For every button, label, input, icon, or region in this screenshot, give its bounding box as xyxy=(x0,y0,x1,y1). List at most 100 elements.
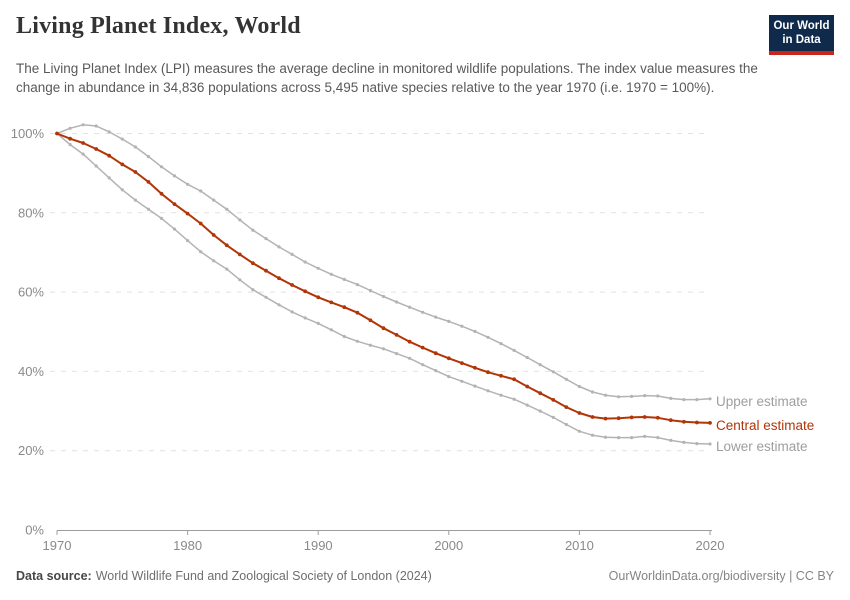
series-point-central-estimate-1974 xyxy=(107,153,112,158)
series-point-lower-estimate-2000 xyxy=(447,375,451,379)
series-point-central-estimate-1986 xyxy=(264,268,268,273)
series-line-lower-estimate xyxy=(56,132,711,445)
series-point-upper-estimate-2003 xyxy=(486,335,490,339)
series-point-central-estimate-2005 xyxy=(512,377,516,382)
series-point-lower-estimate-1987 xyxy=(277,303,281,307)
series-point-upper-estimate-2005 xyxy=(512,348,516,352)
series-point-lower-estimate-1983 xyxy=(225,267,229,271)
owid-logo[interactable]: Our World in Data xyxy=(769,15,834,55)
series-point-central-estimate-1973 xyxy=(94,147,99,151)
series-point-lower-estimate-1988 xyxy=(290,310,294,314)
series-point-upper-estimate-2006 xyxy=(525,355,529,360)
series-point-upper-estimate-2001 xyxy=(460,324,464,328)
series-point-upper-estimate-1972 xyxy=(81,123,85,127)
series-point-central-estimate-1989 xyxy=(303,289,307,294)
series-point-upper-estimate-2004 xyxy=(499,342,503,346)
series-point-central-estimate-2016 xyxy=(655,415,660,420)
series-point-lower-estimate-1980 xyxy=(186,239,190,243)
series-point-central-estimate-1991 xyxy=(329,300,334,305)
series-point-upper-estimate-1995 xyxy=(381,294,386,299)
series-point-lower-estimate-2004 xyxy=(499,393,503,397)
series-point-central-estimate-1981 xyxy=(198,221,203,226)
series-point-central-estimate-1971 xyxy=(68,136,72,141)
series-point-upper-estimate-1992 xyxy=(342,277,346,281)
series-point-lower-estimate-1985 xyxy=(251,288,255,292)
series-point-upper-estimate-1979 xyxy=(172,174,177,178)
series-point-lower-estimate-2003 xyxy=(486,389,490,393)
x-tick-label-2020: 2020 xyxy=(696,538,725,553)
series-point-upper-estimate-1998 xyxy=(421,310,425,314)
series-point-lower-estimate-1991 xyxy=(329,328,333,332)
series-point-central-estimate-1982 xyxy=(211,233,216,237)
series-point-upper-estimate-1984 xyxy=(238,218,242,222)
series-point-central-estimate-2017 xyxy=(668,418,673,423)
series-point-lower-estimate-1977 xyxy=(146,207,150,211)
series-label-lower-estimate: Lower estimate xyxy=(716,439,808,454)
series-point-central-estimate-1975 xyxy=(120,162,125,167)
series-point-upper-estimate-2014 xyxy=(630,394,634,398)
series-point-lower-estimate-2017 xyxy=(669,438,673,442)
series-point-central-estimate-2015 xyxy=(642,415,647,419)
series-point-central-estimate-1977 xyxy=(146,180,151,184)
x-tick-label-1980: 1980 xyxy=(173,538,202,553)
series-point-central-estimate-1978 xyxy=(159,191,164,196)
series-point-lower-estimate-1981 xyxy=(199,250,203,254)
series-point-lower-estimate-2018 xyxy=(682,440,686,444)
y-tick-label-20%: 20% xyxy=(18,443,44,458)
series-point-central-estimate-1999 xyxy=(433,351,438,356)
series-point-lower-estimate-1989 xyxy=(303,316,307,320)
series-point-upper-estimate-1980 xyxy=(186,182,190,186)
y-tick-label-0%: 0% xyxy=(25,523,44,538)
series-point-upper-estimate-2008 xyxy=(551,370,555,374)
series-point-upper-estimate-1983 xyxy=(225,207,229,211)
series-point-central-estimate-1987 xyxy=(277,276,281,281)
series-point-lower-estimate-2010 xyxy=(577,429,582,433)
series-point-lower-estimate-1979 xyxy=(172,227,177,231)
x-tick-label-1970: 1970 xyxy=(43,538,72,553)
owid-logo-line1: Our World xyxy=(773,20,830,32)
series-point-lower-estimate-1996 xyxy=(395,352,399,356)
series-point-central-estimate-2000 xyxy=(446,356,451,361)
y-tick-label-60%: 60% xyxy=(18,285,44,300)
series-point-upper-estimate-2020 xyxy=(708,397,712,401)
series-point-upper-estimate-2017 xyxy=(669,396,673,400)
series-point-lower-estimate-1974 xyxy=(107,176,111,180)
series-point-upper-estimate-2010 xyxy=(577,384,582,389)
series-point-lower-estimate-2009 xyxy=(564,422,568,427)
series-point-lower-estimate-1978 xyxy=(159,216,164,220)
series-point-upper-estimate-1974 xyxy=(107,130,111,134)
series-point-central-estimate-2003 xyxy=(486,370,490,375)
series-point-central-estimate-1992 xyxy=(342,305,347,310)
series-point-upper-estimate-1978 xyxy=(159,165,164,169)
series-point-upper-estimate-2015 xyxy=(643,394,647,398)
series-point-central-estimate-1997 xyxy=(407,339,412,344)
series-point-upper-estimate-1981 xyxy=(199,189,203,193)
y-tick-label-100%: 100% xyxy=(11,126,45,141)
series-point-central-estimate-1979 xyxy=(172,202,177,207)
series-point-upper-estimate-2011 xyxy=(590,390,595,394)
series-point-upper-estimate-1990 xyxy=(316,266,320,270)
series-point-central-estimate-1990 xyxy=(316,295,321,300)
series-point-central-estimate-1970 xyxy=(55,131,59,136)
series-point-central-estimate-1995 xyxy=(381,326,386,331)
series-point-central-estimate-2006 xyxy=(525,384,530,389)
series-point-upper-estimate-2000 xyxy=(447,319,451,323)
series-point-central-estimate-2007 xyxy=(538,391,543,396)
series-point-upper-estimate-1987 xyxy=(277,245,281,249)
series-point-central-estimate-2018 xyxy=(682,419,686,424)
series-point-central-estimate-2009 xyxy=(564,405,569,409)
series-point-upper-estimate-1982 xyxy=(212,198,216,202)
data-source-value: World Wildlife Fund and Zoological Socie… xyxy=(95,569,432,583)
footer-credit-link[interactable]: OurWorldinData.org/biodiversity | CC BY xyxy=(608,569,834,583)
footer-data-source: Data source: World Wildlife Fund and Zool… xyxy=(16,569,432,583)
series-point-lower-estimate-1999 xyxy=(434,369,438,373)
series-line-central-estimate xyxy=(56,132,711,424)
series-point-lower-estimate-1976 xyxy=(133,198,137,202)
series-point-lower-estimate-2013 xyxy=(617,436,621,440)
series-point-lower-estimate-1994 xyxy=(368,343,372,347)
series-point-upper-estimate-1996 xyxy=(395,300,399,304)
series-point-central-estimate-2002 xyxy=(473,365,477,370)
y-tick-label-80%: 80% xyxy=(18,205,44,220)
series-point-lower-estimate-1975 xyxy=(120,188,124,192)
series-point-lower-estimate-1998 xyxy=(421,363,425,367)
